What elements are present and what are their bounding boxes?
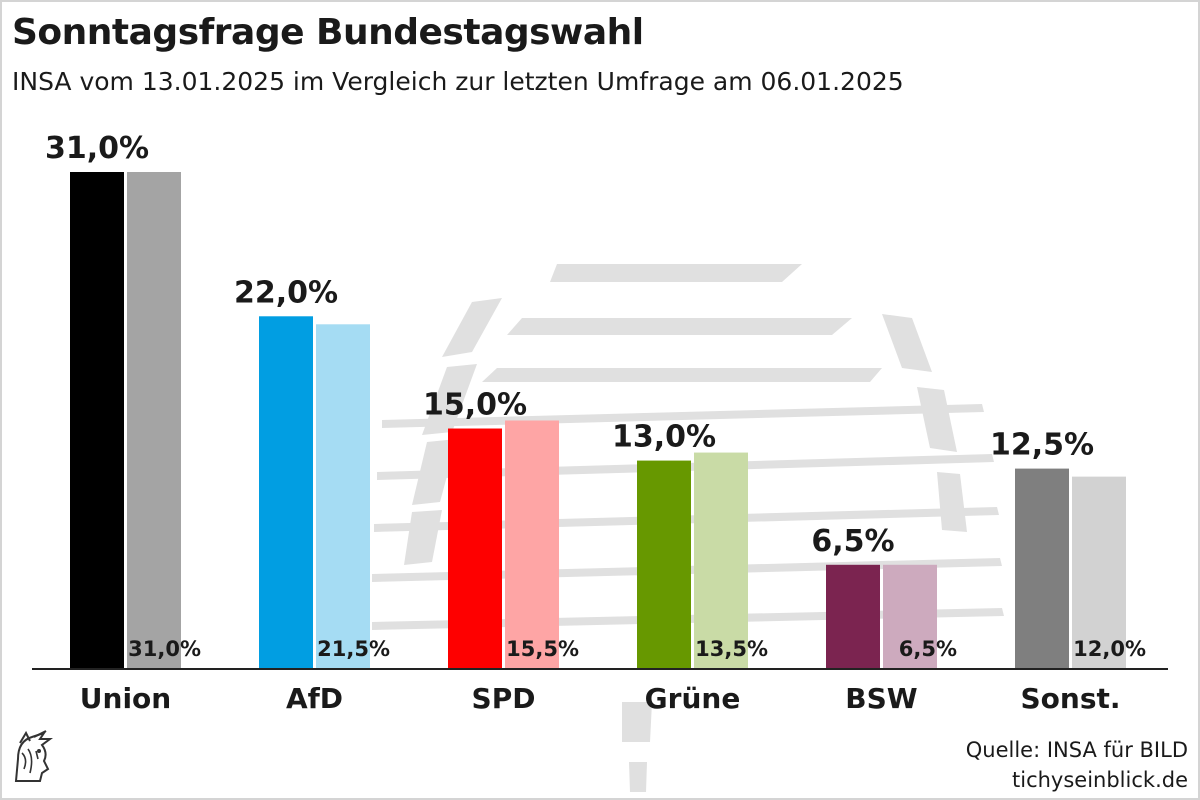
category-label: Grüne bbox=[645, 682, 741, 715]
category-label: SPD bbox=[472, 682, 536, 715]
value-label-previous: 13,5% bbox=[695, 637, 768, 661]
category-label: AfD bbox=[286, 682, 343, 715]
bars-group bbox=[70, 172, 1126, 669]
bar-previous-cat-5 bbox=[1072, 476, 1126, 669]
bar-previous-cat-2 bbox=[505, 420, 559, 669]
category-label: BSW bbox=[845, 682, 918, 715]
category-label: Sonst. bbox=[1020, 682, 1120, 715]
source-note: Quelle: INSA für BILD tichyseinblick.de bbox=[966, 735, 1188, 795]
value-label-previous: 31,0% bbox=[128, 637, 201, 661]
value-label-previous: 12,0% bbox=[1073, 637, 1146, 661]
bar-previous-cat-4 bbox=[883, 564, 937, 669]
value-label-current: 13,0% bbox=[612, 420, 716, 455]
value-label-previous: 6,5% bbox=[899, 637, 957, 661]
bar-current-cat-5 bbox=[1015, 468, 1069, 669]
chart-title: Sonntagsfrage Bundestagswahl bbox=[12, 12, 644, 53]
bar-current-cat-3 bbox=[637, 460, 691, 669]
bar-current-cat-0 bbox=[70, 172, 124, 669]
value-label-current: 15,0% bbox=[423, 388, 527, 423]
bar-current-cat-2 bbox=[448, 428, 502, 669]
value-label-previous: 15,5% bbox=[506, 637, 579, 661]
value-label-current: 12,5% bbox=[990, 428, 1094, 463]
website-line: tichyseinblick.de bbox=[1012, 768, 1188, 792]
bar-previous-cat-3 bbox=[694, 452, 748, 669]
bar-current-cat-4 bbox=[826, 564, 880, 669]
labels-group: 31,0% 31,0% Union 22,0% 21,5% AfD 15,0% 15,5% SP… bbox=[45, 131, 1146, 715]
value-label-current: 6,5% bbox=[811, 524, 894, 559]
source-line: Quelle: INSA für BILD bbox=[965, 738, 1188, 762]
value-label-current: 22,0% bbox=[234, 275, 338, 310]
bar-current-cat-1 bbox=[259, 316, 313, 669]
value-label-current: 31,0% bbox=[45, 131, 149, 166]
bar-previous-cat-1 bbox=[316, 324, 370, 669]
hermes-head-icon bbox=[10, 729, 54, 791]
value-label-previous: 21,5% bbox=[317, 637, 390, 661]
chart-subtitle: INSA vom 13.01.2025 im Vergleich zur let… bbox=[12, 67, 904, 96]
category-label: Union bbox=[80, 682, 171, 715]
bar-previous-cat-0 bbox=[127, 172, 181, 669]
